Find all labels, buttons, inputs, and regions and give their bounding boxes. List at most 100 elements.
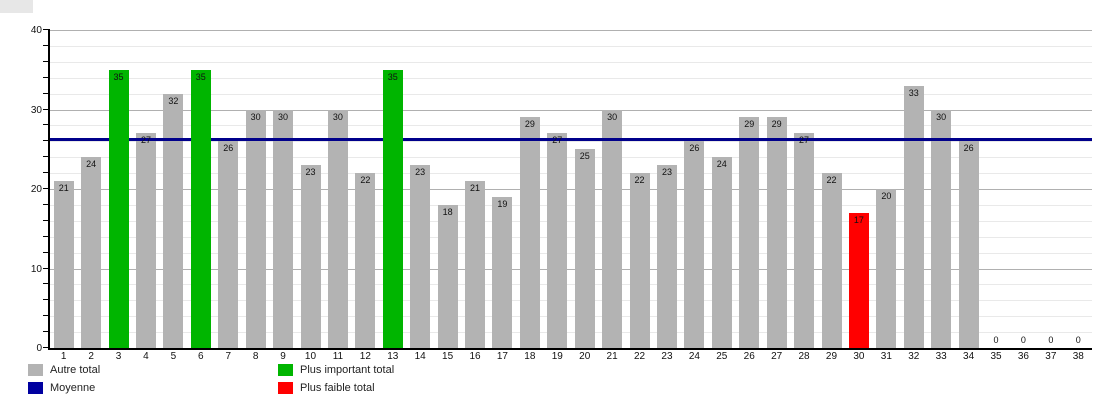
legend-swatch-faible — [278, 382, 293, 394]
bar-value-label: 23 — [305, 167, 316, 178]
y-axis-label: 40 — [30, 25, 42, 36]
gridline — [50, 204, 1092, 206]
bar-value-label: 30 — [278, 111, 289, 122]
bar-value-label: 29 — [744, 119, 755, 130]
bar-value-label: 30 — [607, 111, 618, 122]
bar-3 — [108, 69, 129, 348]
y-axis-tick — [43, 299, 50, 301]
bar-22 — [629, 173, 650, 348]
x-axis-label: 10 — [304, 351, 317, 362]
bar-4 — [135, 133, 156, 348]
y-axis-tick — [43, 156, 50, 158]
bar-31 — [876, 189, 897, 348]
y-axis-tick — [43, 76, 50, 78]
gridline — [50, 189, 1092, 190]
bar-11 — [327, 109, 348, 348]
legend-label-faible: Plus faible total — [300, 382, 375, 394]
bar-23 — [656, 165, 677, 348]
x-axis-label: 7 — [225, 351, 231, 362]
x-axis-label: 15 — [442, 351, 454, 362]
bar-value-label: 26 — [223, 143, 234, 154]
bar-value-label: 21 — [58, 183, 69, 194]
gridline — [50, 300, 1092, 302]
x-axis-label: 4 — [143, 351, 149, 362]
x-axis-label: 16 — [469, 351, 481, 362]
gridline — [50, 141, 1092, 143]
bar-7 — [218, 141, 239, 348]
y-axis-label: 0 — [36, 343, 42, 354]
bar-value-label: 24 — [716, 159, 727, 170]
bar-value-label: 32 — [168, 95, 179, 106]
y-axis-tick — [43, 347, 50, 348]
bar-6 — [190, 69, 211, 348]
y-axis-tick — [43, 267, 50, 269]
x-axis-label: 22 — [633, 351, 646, 362]
bar-value-label: 18 — [442, 206, 453, 217]
bar-value-label: 29 — [771, 119, 782, 130]
bar-17 — [492, 196, 513, 348]
gridline — [50, 125, 1092, 127]
bar-value-label: 35 — [195, 71, 206, 82]
bar-value-label: 30 — [250, 111, 261, 122]
bar-value-label: 35 — [113, 71, 124, 82]
x-axis-label: 26 — [743, 351, 755, 362]
bar-value-label: 0 — [1020, 335, 1026, 345]
bar-5 — [163, 93, 184, 348]
bar-value-label: 0 — [1075, 335, 1081, 345]
x-axis-label: 29 — [825, 351, 838, 362]
bar-30 — [848, 212, 869, 348]
x-axis-label: 2 — [88, 351, 94, 362]
bar-29 — [821, 173, 842, 348]
y-axis-tick — [43, 60, 50, 62]
x-axis-label: 12 — [359, 351, 371, 362]
gridline — [50, 157, 1092, 159]
x-axis-label: 24 — [688, 351, 700, 362]
legend-swatch-moyenne — [28, 382, 43, 394]
bar-value-label: 23 — [415, 167, 426, 178]
x-axis-label: 25 — [716, 351, 728, 362]
y-axis-tick — [43, 315, 50, 317]
bar-28 — [794, 133, 815, 348]
bar-value-label: 24 — [86, 159, 97, 170]
x-axis-label: 23 — [661, 351, 673, 362]
bar-12 — [355, 173, 376, 348]
x-axis-label: 20 — [579, 351, 591, 362]
bar-value-label: 26 — [689, 143, 700, 154]
bar-value-label: 35 — [387, 71, 398, 82]
gridline — [50, 109, 1092, 111]
y-axis-tick — [43, 29, 50, 30]
plot-area: 0 10 20 30 40 21 1 24 2 35 3 27 4 32 5 35 6 26 7 30 8 30 9 23 10… — [31, 25, 1092, 362]
bar-value-label: 27 — [140, 135, 151, 146]
bar-value-label: 26 — [963, 143, 974, 154]
bar-20 — [574, 149, 595, 348]
bar-25 — [711, 157, 732, 348]
bar-value-label: 30 — [936, 111, 947, 122]
y-axis-tick — [43, 172, 50, 174]
bar-9 — [273, 109, 294, 348]
x-axis-label: 33 — [935, 351, 947, 362]
bar-18 — [519, 117, 540, 348]
bar-value-label: 22 — [360, 175, 371, 186]
bar-value-label: 30 — [332, 111, 343, 122]
x-axis-label: 3 — [115, 351, 122, 362]
bar-26 — [739, 117, 760, 348]
moyenne-line — [50, 138, 1092, 142]
bar-32 — [903, 85, 924, 348]
y-axis-tick — [43, 188, 50, 189]
bar-value-label: 22 — [634, 175, 645, 186]
gridline — [50, 332, 1092, 334]
x-axis-label: 30 — [853, 351, 865, 362]
bar-value-label: 17 — [853, 214, 864, 225]
bar-24 — [684, 141, 705, 348]
gridline — [50, 268, 1092, 270]
y-axis-tick — [43, 44, 50, 46]
x-axis-label: 9 — [280, 351, 286, 362]
y-axis-tick — [43, 140, 50, 142]
x-axis-label: 14 — [414, 351, 426, 362]
gridline — [50, 220, 1092, 222]
gridline — [50, 61, 1092, 63]
top-left-fragment — [0, 0, 33, 13]
legend-label-important: Plus important total — [300, 364, 395, 376]
bar-value-label: 33 — [908, 87, 919, 98]
x-axis-label: 18 — [524, 351, 536, 362]
